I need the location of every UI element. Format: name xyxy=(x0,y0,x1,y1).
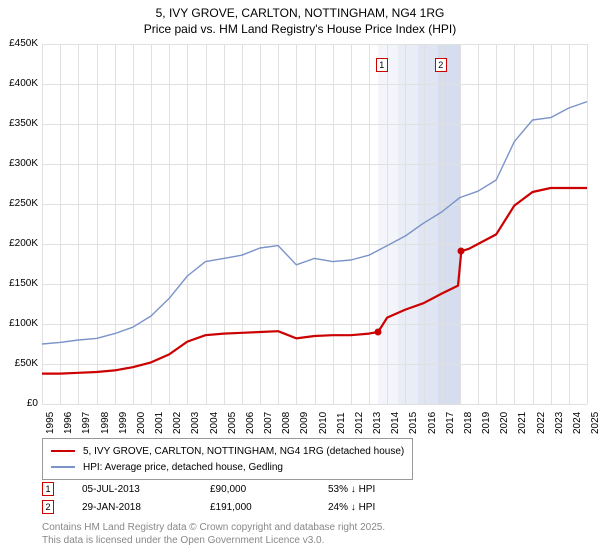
transaction-date: 29-JAN-2018 xyxy=(82,502,182,513)
x-tick-label: 2009 xyxy=(299,412,310,434)
x-tick-label: 1997 xyxy=(81,412,92,434)
flag-box: 1 xyxy=(376,58,388,72)
title-line1: 5, IVY GROVE, CARLTON, NOTTINGHAM, NG4 1… xyxy=(0,6,600,22)
x-tick-label: 2018 xyxy=(463,412,474,434)
transaction-price: £191,000 xyxy=(210,502,300,513)
x-tick-label: 2016 xyxy=(427,412,438,434)
y-tick-label: £0 xyxy=(27,398,38,409)
x-tick-label: 2008 xyxy=(281,412,292,434)
x-tick-label: 2005 xyxy=(227,412,238,434)
x-tick-label: 2017 xyxy=(445,412,456,434)
x-tick-label: 2007 xyxy=(263,412,274,434)
y-tick-label: £400K xyxy=(9,78,38,89)
x-tick-label: 2012 xyxy=(354,412,365,434)
x-tick-label: 2011 xyxy=(336,412,347,434)
transaction-index-box: 1 xyxy=(42,482,54,496)
x-tick-label: 2003 xyxy=(190,412,201,434)
legend-item: HPI: Average price, detached house, Gedl… xyxy=(51,459,404,475)
transaction-table: 1 05-JUL-2013 £90,000 53% ↓ HPI 2 29-JAN-2018… xyxy=(42,480,375,516)
y-tick-label: £300K xyxy=(9,158,38,169)
x-tick-label: 2021 xyxy=(517,412,528,434)
x-tick-label: 2023 xyxy=(554,412,565,434)
legend-label: 5, IVY GROVE, CARLTON, NOTTINGHAM, NG4 1… xyxy=(83,446,404,457)
transaction-delta: 24% ↓ HPI xyxy=(328,502,375,513)
legend-swatch xyxy=(51,450,75,452)
transaction-delta: 53% ↓ HPI xyxy=(328,484,375,495)
x-tick-label: 2024 xyxy=(572,412,583,434)
x-tick-label: 2001 xyxy=(154,412,165,434)
x-tick-label: 2006 xyxy=(245,412,256,434)
y-tick-label: £50K xyxy=(15,358,38,369)
gridline-h xyxy=(42,404,587,405)
x-tick-label: 2020 xyxy=(499,412,510,434)
x-tick-label: 2010 xyxy=(318,412,329,434)
x-tick-label: 1995 xyxy=(45,412,56,434)
x-tick-label: 1996 xyxy=(63,412,74,434)
flag-box: 2 xyxy=(435,58,447,72)
series-price_paid xyxy=(42,188,587,374)
series-svg xyxy=(42,44,587,404)
x-tick-label: 2000 xyxy=(136,412,147,434)
x-tick-label: 2019 xyxy=(481,412,492,434)
x-tick-label: 1998 xyxy=(100,412,111,434)
transaction-index-box: 2 xyxy=(42,500,54,514)
legend-label: HPI: Average price, detached house, Gedl… xyxy=(83,462,283,473)
y-tick-label: £200K xyxy=(9,238,38,249)
y-tick-label: £100K xyxy=(9,318,38,329)
x-tick-label: 2013 xyxy=(372,412,383,434)
x-tick-label: 2014 xyxy=(390,412,401,434)
legend: 5, IVY GROVE, CARLTON, NOTTINGHAM, NG4 1… xyxy=(42,438,413,480)
legend-swatch xyxy=(51,466,75,467)
y-tick-label: £150K xyxy=(9,278,38,289)
series-hpi xyxy=(42,102,587,344)
transaction-price: £90,000 xyxy=(210,484,300,495)
x-tick-label: 2025 xyxy=(590,412,600,434)
x-tick-label: 2022 xyxy=(536,412,547,434)
transaction-date: 05-JUL-2013 xyxy=(82,484,182,495)
legend-item: 5, IVY GROVE, CARLTON, NOTTINGHAM, NG4 1… xyxy=(51,443,404,459)
title-line2: Price paid vs. HM Land Registry's House … xyxy=(0,22,600,38)
copyright-footer: Contains HM Land Registry data © Crown c… xyxy=(42,522,385,547)
footer-line2: This data is licensed under the Open Gov… xyxy=(42,535,385,548)
transaction-point xyxy=(458,248,465,255)
transaction-point xyxy=(375,329,382,336)
x-tick-label: 2002 xyxy=(172,412,183,434)
x-tick-label: 2004 xyxy=(209,412,220,434)
chart: £0£50K£100K£150K£200K£250K£300K£350K£400… xyxy=(42,44,587,404)
x-tick-label: 2015 xyxy=(408,412,419,434)
footer-line1: Contains HM Land Registry data © Crown c… xyxy=(42,522,385,535)
gridline-v xyxy=(587,44,588,404)
transaction-row: 1 05-JUL-2013 £90,000 53% ↓ HPI xyxy=(42,480,375,498)
y-tick-label: £250K xyxy=(9,198,38,209)
x-tick-label: 1999 xyxy=(118,412,129,434)
y-tick-label: £450K xyxy=(9,38,38,49)
y-tick-label: £350K xyxy=(9,118,38,129)
transaction-row: 2 29-JAN-2018 £191,000 24% ↓ HPI xyxy=(42,498,375,516)
